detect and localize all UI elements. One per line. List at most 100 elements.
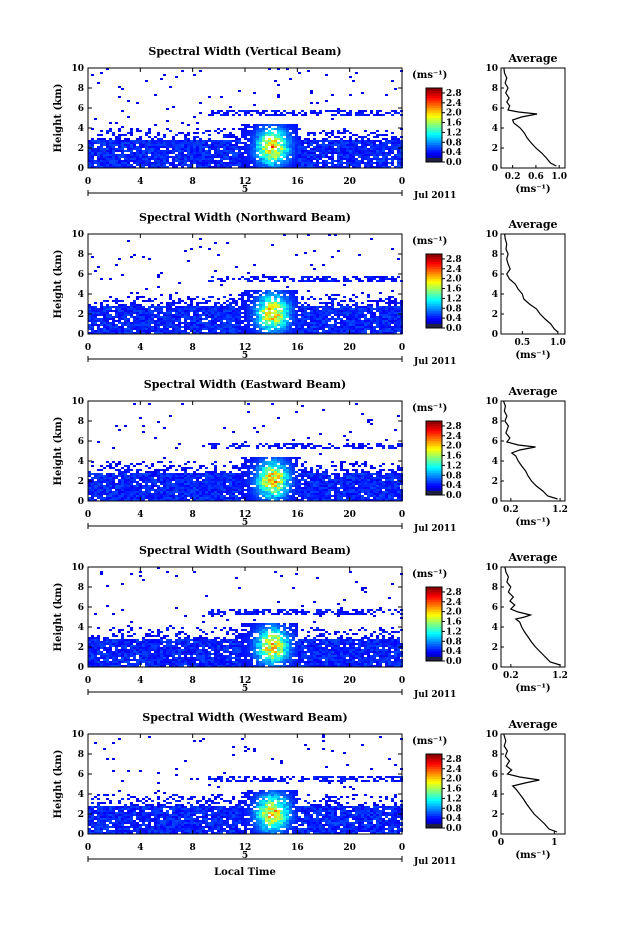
heatmap-cell: [253, 306, 256, 308]
heatmap-cell: [109, 497, 112, 499]
heatmap-cell: [316, 332, 319, 334]
heatmap-cell: [307, 324, 310, 326]
heatmap-cell: [253, 461, 256, 463]
heatmap-cell: [349, 314, 352, 316]
heatmap-cell: [268, 152, 271, 154]
heatmap-cell: [139, 144, 142, 146]
heatmap-cell: [130, 324, 133, 326]
heatmap-cell: [328, 298, 331, 300]
heatmap-cell: [127, 314, 130, 316]
heatmap-cell: [292, 322, 295, 324]
heatmap-cell: [136, 150, 139, 152]
heatmap-cell: [187, 134, 190, 136]
heatmap-cell: [262, 160, 265, 162]
heatmap-cell: [196, 479, 199, 481]
heatmap-cell: [367, 114, 370, 116]
heatmap-cell: [352, 304, 355, 306]
heatmap-cell: [265, 320, 268, 322]
heatmap-cell: [247, 144, 250, 146]
heatmap-cell: [154, 495, 157, 497]
heatmap-cell: [346, 140, 349, 142]
heatmap-cell: [328, 136, 331, 138]
heatmap-cell: [376, 304, 379, 306]
heatmap-cell: [328, 148, 331, 150]
heatmap-cell: [217, 306, 220, 308]
heatmap-cell: [109, 140, 112, 142]
heatmap-cell: [136, 324, 139, 326]
heatmap-cell: [289, 296, 292, 298]
heatmap-cell: [229, 152, 232, 154]
heatmap-cell: [142, 475, 145, 477]
heatmap-cell: [286, 308, 289, 310]
heatmap-cell: [127, 296, 130, 298]
heatmap-cell: [226, 328, 229, 330]
heatmap-cell: [214, 156, 217, 158]
heatmap-cell: [277, 328, 280, 330]
heatmap-cell: [244, 326, 247, 328]
heatmap-cell: [346, 142, 349, 144]
heatmap-cell: [247, 499, 250, 501]
heatmap-cell: [301, 304, 304, 306]
heatmap-cell: [250, 302, 253, 304]
heatmap-cell: [208, 332, 211, 334]
heatmap-cell: [250, 489, 253, 491]
heatmap-cell: [160, 302, 163, 304]
heatmap-cell: [352, 276, 355, 278]
heatmap-cell: [301, 160, 304, 162]
heatmap-cell: [358, 254, 361, 256]
heatmap-cell: [352, 164, 355, 166]
heatmap-cell: [235, 112, 238, 114]
heatmap-cell: [265, 156, 268, 158]
heatmap-cell: [148, 324, 151, 326]
heatmap-cell: [232, 160, 235, 162]
heatmap-cell: [295, 150, 298, 152]
heatmap-cell: [391, 314, 394, 316]
heatmap-cell: [109, 162, 112, 164]
heatmap-cell: [157, 495, 160, 497]
heatmap-cell: [364, 316, 367, 318]
heatmap-cell: [202, 481, 205, 483]
heatmap-cell: [154, 140, 157, 142]
heatmap-cell: [364, 322, 367, 324]
heatmap-cell: [391, 318, 394, 320]
heatmap-cell: [157, 493, 160, 495]
heatmap-cell: [166, 491, 169, 493]
colorbar-segment: [426, 127, 442, 131]
heatmap-cell: [241, 302, 244, 304]
heatmap-cell: [241, 130, 244, 132]
heatmap-cell: [184, 330, 187, 332]
heatmap-cell: [235, 497, 238, 499]
heatmap-cell: [331, 280, 334, 282]
heatmap-cell: [91, 495, 94, 497]
heatmap-cell: [286, 312, 289, 314]
heatmap-cell: [316, 148, 319, 150]
heatmap-cell: [145, 465, 148, 467]
heatmap-cell: [196, 493, 199, 495]
heatmap-cell: [193, 487, 196, 489]
heatmap-cell: [124, 499, 127, 501]
heatmap-cell: [337, 150, 340, 152]
heatmap-cell: [247, 152, 250, 154]
heatmap-cell: [325, 162, 328, 164]
heatmap-cell: [388, 326, 391, 328]
heatmap-cell: [346, 166, 349, 168]
heatmap-cell: [289, 124, 292, 126]
heatmap-cell: [259, 158, 262, 160]
heatmap-cell: [340, 332, 343, 334]
heatmap-cell: [196, 332, 199, 334]
heatmap-cell: [259, 138, 262, 140]
heatmap-cell: [160, 146, 163, 148]
heatmap-cell: [280, 497, 283, 499]
heatmap-cell: [265, 134, 268, 136]
heatmap-cell: [382, 328, 385, 330]
heatmap-cell: [226, 242, 229, 244]
heatmap-cell: [316, 322, 319, 324]
heatmap-cell: [226, 332, 229, 334]
heatmap-cell: [148, 150, 151, 152]
heatmap-cell: [373, 158, 376, 160]
heatmap-cell: [235, 467, 238, 469]
heatmap-cell: [232, 443, 235, 445]
heatmap-cell: [133, 308, 136, 310]
colorbar-segment: [426, 147, 442, 151]
heatmap-cell: [181, 70, 184, 72]
